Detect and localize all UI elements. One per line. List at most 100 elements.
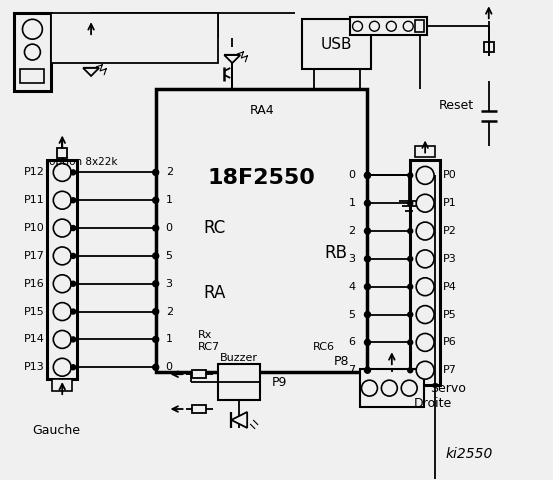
Polygon shape xyxy=(225,55,240,63)
Circle shape xyxy=(403,21,413,31)
Circle shape xyxy=(369,21,379,31)
Text: Rx: Rx xyxy=(197,330,212,340)
Text: 5: 5 xyxy=(166,251,173,261)
Text: 2: 2 xyxy=(166,307,173,317)
Circle shape xyxy=(71,365,76,370)
Text: 2: 2 xyxy=(348,226,356,236)
Bar xyxy=(58,148,67,158)
Text: 0: 0 xyxy=(166,362,173,372)
Text: Servo: Servo xyxy=(430,382,466,395)
Text: 2: 2 xyxy=(166,168,173,178)
Text: RC7: RC7 xyxy=(197,342,220,352)
Text: ki2550: ki2550 xyxy=(445,447,493,461)
Circle shape xyxy=(364,172,371,179)
Circle shape xyxy=(153,364,159,370)
Text: P14: P14 xyxy=(23,335,44,345)
Bar xyxy=(349,17,427,35)
Bar xyxy=(410,160,440,385)
Text: P4: P4 xyxy=(443,282,457,292)
Text: P5: P5 xyxy=(443,310,457,320)
Bar xyxy=(13,13,51,91)
Text: P0: P0 xyxy=(443,170,457,180)
Text: P8: P8 xyxy=(334,355,349,368)
Text: P10: P10 xyxy=(24,223,44,233)
Bar xyxy=(415,145,435,157)
Circle shape xyxy=(401,380,417,396)
Bar xyxy=(415,20,424,32)
Circle shape xyxy=(53,164,71,181)
Circle shape xyxy=(153,225,159,231)
Text: 1: 1 xyxy=(348,198,356,208)
Text: 0: 0 xyxy=(166,223,173,233)
Circle shape xyxy=(416,222,434,240)
Circle shape xyxy=(23,19,43,39)
Text: Gauche: Gauche xyxy=(32,424,80,437)
Circle shape xyxy=(53,275,71,293)
Bar xyxy=(218,364,260,400)
Bar xyxy=(48,160,77,379)
Bar xyxy=(192,370,206,378)
Circle shape xyxy=(153,197,159,203)
Bar xyxy=(20,69,44,83)
Text: P2: P2 xyxy=(443,226,457,236)
Circle shape xyxy=(71,281,76,286)
Circle shape xyxy=(71,253,76,258)
Circle shape xyxy=(53,302,71,321)
Text: 3: 3 xyxy=(348,254,356,264)
Circle shape xyxy=(71,198,76,203)
Text: 6: 6 xyxy=(348,337,356,348)
Text: Droite: Droite xyxy=(414,396,452,409)
Circle shape xyxy=(416,167,434,184)
Circle shape xyxy=(408,256,413,262)
Circle shape xyxy=(53,247,71,265)
Text: 1: 1 xyxy=(166,195,173,205)
Bar xyxy=(302,19,372,69)
Text: 0: 0 xyxy=(348,170,356,180)
Circle shape xyxy=(24,44,40,60)
Bar xyxy=(359,369,424,407)
Text: P11: P11 xyxy=(24,195,44,205)
Circle shape xyxy=(382,380,397,396)
Circle shape xyxy=(71,170,76,175)
Text: P6: P6 xyxy=(443,337,457,348)
Text: P17: P17 xyxy=(23,251,44,261)
Circle shape xyxy=(362,380,377,396)
Text: Buzzer: Buzzer xyxy=(220,353,258,363)
Circle shape xyxy=(416,194,434,212)
Text: P3: P3 xyxy=(443,254,457,264)
Circle shape xyxy=(364,284,371,290)
Circle shape xyxy=(364,256,371,262)
Circle shape xyxy=(364,200,371,206)
Circle shape xyxy=(53,219,71,237)
Circle shape xyxy=(416,278,434,296)
Text: 1: 1 xyxy=(166,335,173,345)
Circle shape xyxy=(408,368,413,373)
Text: RB: RB xyxy=(325,244,348,262)
Circle shape xyxy=(408,201,413,206)
Circle shape xyxy=(153,336,159,342)
Text: P16: P16 xyxy=(24,279,44,289)
Polygon shape xyxy=(83,68,99,76)
Polygon shape xyxy=(231,412,247,428)
Circle shape xyxy=(416,306,434,324)
Circle shape xyxy=(408,312,413,317)
Bar xyxy=(484,42,494,52)
Text: P7: P7 xyxy=(443,365,457,375)
Circle shape xyxy=(408,173,413,178)
Text: USB: USB xyxy=(321,36,352,52)
Circle shape xyxy=(408,284,413,289)
Circle shape xyxy=(416,334,434,351)
Circle shape xyxy=(353,21,363,31)
Circle shape xyxy=(153,309,159,314)
Text: 3: 3 xyxy=(166,279,173,289)
Circle shape xyxy=(387,21,397,31)
Circle shape xyxy=(153,253,159,259)
Circle shape xyxy=(153,281,159,287)
Circle shape xyxy=(53,358,71,376)
Text: 5: 5 xyxy=(348,310,356,320)
Circle shape xyxy=(53,192,71,209)
Bar xyxy=(86,23,96,33)
Text: P15: P15 xyxy=(24,307,44,317)
Circle shape xyxy=(153,169,159,175)
Circle shape xyxy=(416,250,434,268)
